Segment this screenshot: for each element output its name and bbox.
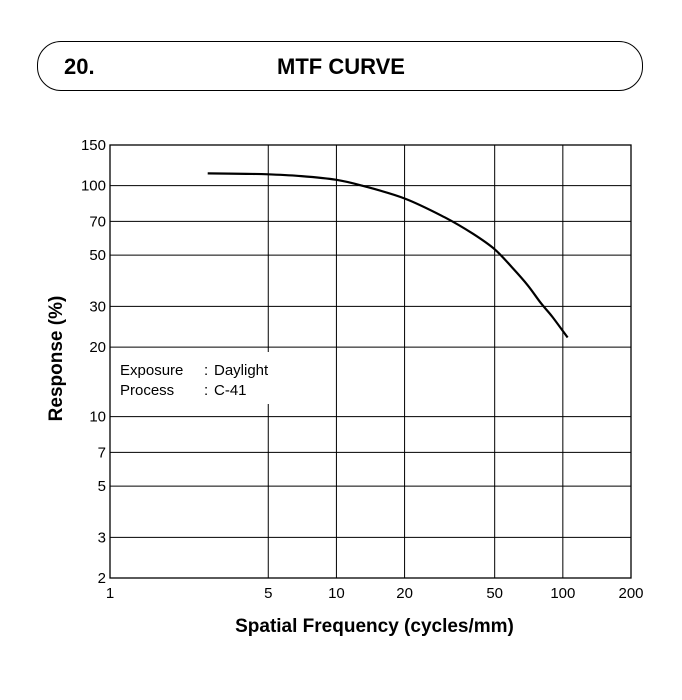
y-axis-title: Response (%) [46, 296, 67, 422]
annotation-value: C-41 [214, 382, 247, 399]
y-tick-label: 3 [98, 529, 106, 546]
plot-frame [109, 144, 632, 579]
y-tick-label: 70 [89, 213, 106, 230]
y-tick-label: 10 [89, 409, 106, 426]
annotation-box: Exposure: Daylight Process: C-41 [120, 362, 269, 399]
section-header: 20. MTF CURVE [37, 41, 643, 91]
y-tick-label: 150 [81, 137, 106, 154]
x-tick-label: 10 [328, 585, 345, 602]
y-tick-label: 100 [81, 178, 106, 195]
x-tick-label: 20 [396, 585, 413, 602]
x-tick-label: 200 [618, 585, 643, 602]
annotation-background [112, 352, 284, 404]
y-tick-label: 30 [89, 298, 106, 315]
x-axis-title: Spatial Frequency (cycles/mm) [235, 616, 514, 637]
y-tick-label: 7 [98, 444, 106, 461]
x-tick-label: 50 [486, 585, 503, 602]
series-layer [207, 172, 569, 339]
x-tick-label: 5 [264, 585, 272, 602]
x-tick-label: 1 [106, 585, 114, 602]
y-tick-label: 2 [98, 570, 106, 587]
mtf-curve [207, 172, 569, 339]
x-tick-label: 100 [550, 585, 575, 602]
section-number: 20. [64, 54, 95, 79]
annotation-label: Exposure [120, 362, 183, 379]
y-tick-label: 5 [98, 478, 106, 495]
annotation-separator: : [204, 362, 208, 379]
y-tick-label: 50 [89, 247, 106, 264]
y-tick-label: 20 [89, 339, 106, 356]
annotation-label: Process [120, 382, 174, 399]
chart-title: MTF CURVE [277, 54, 405, 79]
tick-labels: 1 5 10 20 50 100 200 2 3 5 7 10 20 30 50 70 100 150 [81, 137, 644, 602]
annotation-separator: : [204, 382, 208, 399]
annotation-value: Daylight [214, 362, 269, 379]
